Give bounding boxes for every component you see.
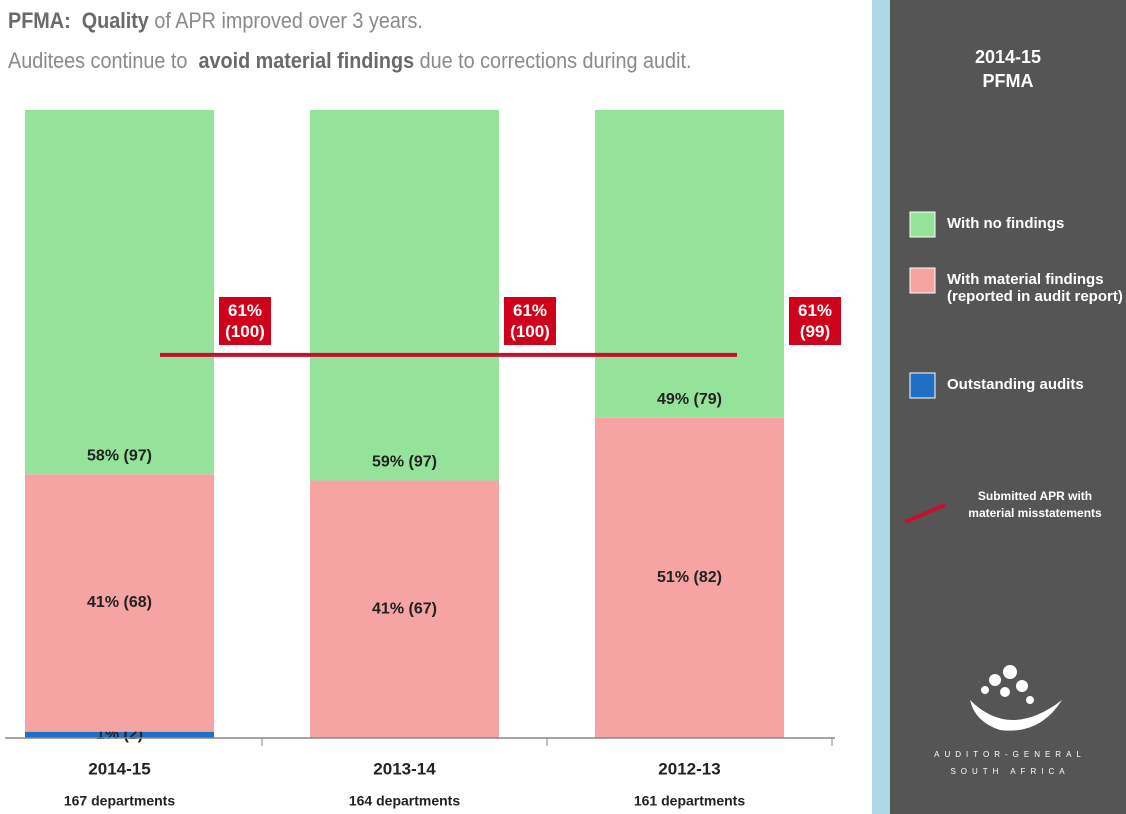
line-value-label: 61% (99): [789, 296, 841, 345]
title-part: of APR improved over 3 years.: [154, 8, 423, 33]
x-tick-note: 167 departments: [64, 793, 175, 809]
subtitle-part: Auditees continue to: [8, 48, 188, 73]
logo-dot: [1016, 680, 1028, 692]
legend-label: With material findings (reported in audi…: [947, 271, 1123, 305]
legend-swatch: [909, 211, 936, 238]
logo: [970, 665, 1062, 731]
logo-dot: [1000, 687, 1010, 697]
logo-dot: [989, 674, 1001, 686]
legend-swatch: [909, 372, 936, 399]
logo-swoosh: [970, 700, 1062, 731]
value-label: 41% (68): [87, 594, 152, 611]
line-value-label: 61% (100): [504, 296, 556, 345]
x-tick-label: 2012-13: [658, 759, 720, 778]
logo-dot: [981, 686, 989, 694]
bar-segment: [595, 110, 784, 418]
subtitle: Auditees continue to avoid material find…: [8, 48, 691, 74]
logo-dot: [1026, 696, 1034, 704]
logo-text: AUDITOR-GENERAL: [934, 750, 1086, 759]
legend-swatch: [909, 267, 936, 294]
value-label: 41% (67): [372, 600, 437, 617]
bar-segment: [310, 110, 499, 481]
x-tick-label: 2013-14: [373, 759, 436, 778]
x-tick-note: 164 departments: [349, 793, 460, 809]
legend-label: Outstanding audits: [947, 376, 1084, 393]
legend-label: With no findings: [947, 215, 1065, 232]
legend-label: Submitted APR with material misstatement…: [968, 489, 1102, 520]
x-tick-note: 161 departments: [634, 793, 745, 809]
subtitle-part: avoid material findings: [198, 48, 415, 73]
subtitle-part: due to corrections during audit.: [419, 48, 692, 73]
value-label: 59% (97): [372, 454, 437, 471]
panel-title: PFMA: [983, 71, 1034, 91]
divider-strip: [872, 0, 890, 814]
value-label: 49% (79): [657, 391, 722, 408]
title-part: Quality: [81, 8, 149, 33]
logo-dot: [1003, 665, 1017, 679]
bar-segment: [310, 480, 499, 738]
line-value-label: 61% (100): [219, 296, 271, 345]
bar-segment: [25, 474, 214, 732]
legend-line-swatch: [904, 503, 946, 524]
logo-text: SOUTH AFRICA: [950, 767, 1069, 776]
value-label: 51% (82): [657, 569, 722, 586]
title-part: PFMA:: [8, 8, 71, 33]
x-tick-label: 2014-15: [88, 759, 150, 778]
bar-segment: [25, 731, 214, 738]
bar-segment: [25, 110, 214, 475]
value-label: 58% (97): [87, 447, 152, 464]
bar-segment: [595, 417, 784, 738]
panel-title: 2014-15: [975, 47, 1041, 67]
title: PFMA: Quality of APR improved over 3 yea…: [8, 8, 423, 34]
